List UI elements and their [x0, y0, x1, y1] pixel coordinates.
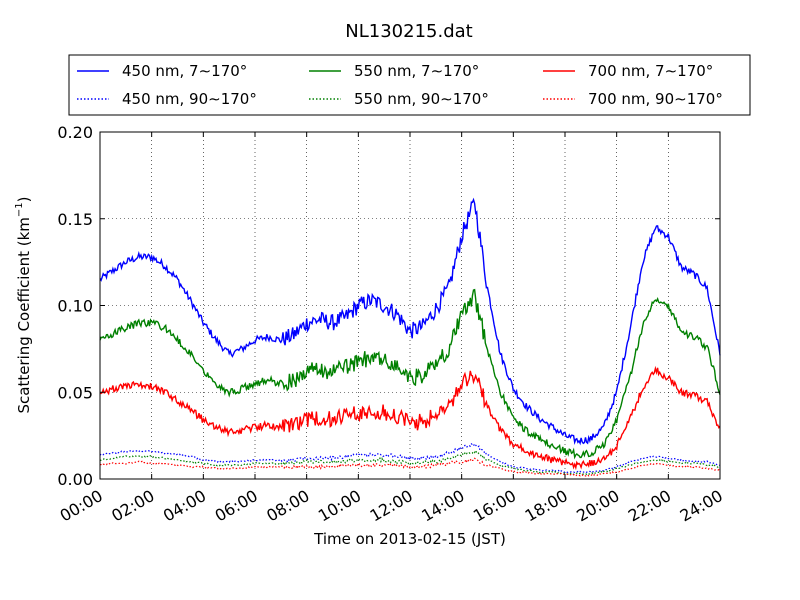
- y-tick-label: 0.05: [57, 383, 93, 402]
- legend-box: [68, 54, 751, 116]
- x-tick-label: 16:00: [470, 486, 519, 526]
- series-line: [100, 457, 721, 477]
- series-line: [99, 197, 721, 446]
- y-axis-label-tail: ): [15, 196, 33, 202]
- x-tick-label: 08:00: [263, 486, 312, 526]
- series-line: [99, 288, 721, 460]
- series-line: [99, 442, 721, 474]
- x-tick-label: 20:00: [573, 486, 622, 526]
- x-tick-label: 12:00: [367, 486, 416, 526]
- chart-title: NL130215.dat: [345, 21, 472, 42]
- x-tick-label: 02:00: [108, 486, 157, 526]
- legend-label: 450 nm, 90∼170°: [122, 90, 257, 108]
- plot-area: 00:00 02:00 04:00 06:00 08:00 10:00 12:00 14:00…: [57, 123, 726, 526]
- legend-label: 550 nm, 90∼170°: [354, 90, 489, 108]
- y-tick-label: 0.00: [57, 470, 93, 489]
- x-tick-label: 00:00: [57, 486, 106, 526]
- x-tick-label: 22:00: [625, 486, 674, 526]
- y-tick-label: 0.20: [57, 123, 93, 142]
- legend-label: 450 nm, 7∼170°: [122, 62, 247, 80]
- y-tick-label: 0.15: [57, 210, 93, 229]
- y-axis-label-sup: −1: [14, 202, 25, 217]
- x-tick-label: 14:00: [418, 486, 467, 526]
- x-tick-label: 06:00: [212, 486, 261, 526]
- y-axis: 0.00 0.05 0.10 0.15 0.20: [57, 123, 720, 489]
- legend-label: 550 nm, 7∼170°: [354, 62, 479, 80]
- x-tick-label: 24:00: [677, 486, 726, 526]
- legend-label: 700 nm, 7∼170°: [588, 62, 713, 80]
- y-axis-label: Scattering Coefficient (km−1): [14, 196, 33, 413]
- series-line: [100, 365, 721, 471]
- x-axis-label: Time on 2013-02-15 (JST): [313, 530, 506, 548]
- y-tick-label: 0.10: [57, 297, 93, 316]
- x-tick-label: 10:00: [315, 486, 364, 526]
- legend: 450 nm, 7∼170° 550 nm, 7∼170° 700 nm, 7∼17…: [68, 54, 751, 116]
- series-lines: [99, 197, 721, 477]
- y-axis-label-text: Scattering Coefficient (km: [15, 217, 33, 413]
- x-tick-label: 04:00: [160, 486, 209, 526]
- x-tick-label: 18:00: [522, 486, 571, 526]
- legend-label: 700 nm, 90∼170°: [588, 90, 723, 108]
